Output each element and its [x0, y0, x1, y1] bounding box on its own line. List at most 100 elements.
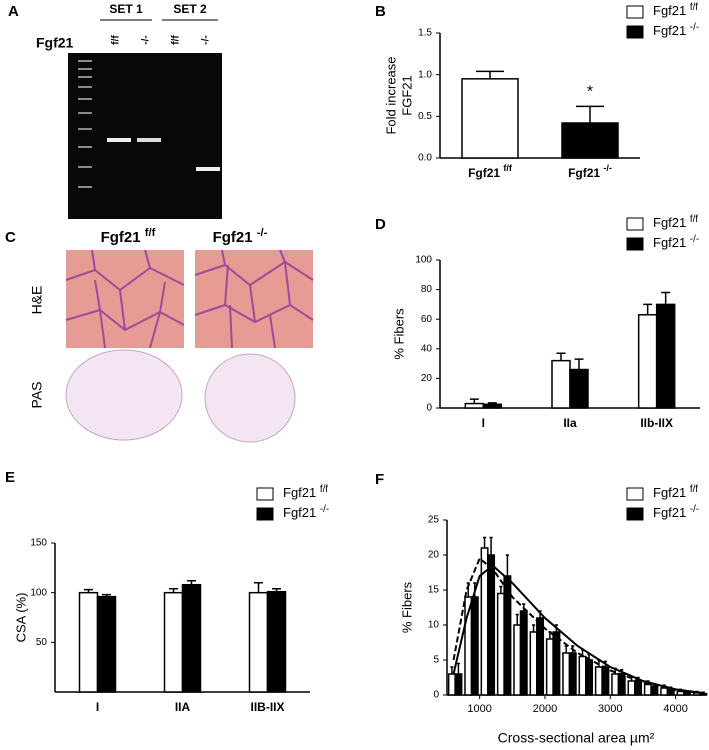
y-tick-label: 10: [428, 620, 440, 631]
error-bar: [476, 70, 504, 79]
fit-line: [452, 556, 702, 694]
y-axis-label: CSA (%): [13, 593, 28, 643]
x-tick-label: 3000: [598, 703, 622, 715]
annotation: *: [587, 84, 593, 101]
x-tick-label: Fgf21 -/-: [568, 163, 612, 180]
panel-label: C: [5, 229, 16, 246]
y-tick-label: 0.5: [418, 111, 432, 122]
legend-swatch: [626, 487, 644, 501]
x-tick-label: 4000: [663, 703, 687, 715]
bar: [627, 680, 636, 696]
bar: [536, 617, 545, 696]
bar: [529, 631, 538, 696]
y-tick-label: 15: [428, 585, 440, 596]
y-tick-label: 25: [428, 515, 440, 526]
bar: [503, 575, 512, 696]
x-tick-label: 2000: [533, 703, 557, 715]
y-tick-label: 100: [30, 587, 47, 598]
x-tick-label: 1000: [467, 703, 491, 715]
legend-swatch: [626, 237, 644, 251]
bar: [470, 596, 479, 696]
bar: [487, 554, 496, 696]
row-label: H&E: [29, 286, 45, 315]
y-tick-label: 1.5: [418, 28, 432, 39]
fit-line: [452, 564, 702, 694]
y-tick-label: 5: [433, 655, 439, 666]
x-tick-label: IIb-IIX: [640, 416, 673, 430]
bar: [461, 78, 519, 159]
legend-label: Fgf21 f/f: [653, 2, 698, 19]
y-tick-label: 40: [421, 343, 433, 354]
legend-swatch: [626, 507, 644, 521]
y-tick-label: 80: [421, 284, 433, 295]
y-tick-label: 20: [421, 373, 433, 384]
error-bar: [469, 398, 479, 404]
bar: [594, 666, 603, 696]
bar: [660, 687, 669, 696]
y-axis-label: FGF21: [399, 75, 414, 115]
error-bar: [482, 536, 487, 548]
legend-label: Fgf21 f/f: [653, 214, 698, 231]
bar: [568, 652, 577, 696]
error-bar: [84, 588, 93, 593]
bar: [637, 314, 658, 409]
bar: [562, 652, 571, 696]
legend-swatch: [256, 507, 274, 521]
y-axis-label: % Fibers: [399, 581, 414, 633]
set-label: SET 2: [173, 2, 207, 16]
lane-label: f/f: [171, 35, 182, 45]
legend-swatch: [626, 217, 644, 231]
bar: [655, 303, 676, 409]
bar: [163, 591, 184, 693]
bar: [585, 659, 594, 696]
legend-swatch: [626, 25, 644, 39]
error-bar: [701, 691, 705, 694]
y-tick-label: 20: [428, 550, 440, 561]
bar: [482, 403, 503, 409]
bar: [578, 655, 587, 696]
error-bar: [661, 291, 671, 305]
set-label: SET 1: [109, 2, 143, 16]
bar: [447, 673, 456, 696]
x-tick-label: IIB-IIX: [250, 700, 284, 714]
error-bar: [102, 593, 111, 597]
bar: [601, 666, 610, 696]
error-bar: [456, 662, 461, 674]
error-bar: [489, 536, 493, 555]
panel-label: D: [375, 216, 386, 233]
lane-label: -/-: [201, 35, 212, 44]
error-bar: [487, 402, 497, 405]
y-tick-label: 0.0: [418, 153, 432, 164]
bar: [617, 673, 626, 696]
bar: [561, 122, 619, 159]
error-bar: [564, 645, 568, 653]
bar: [569, 368, 589, 409]
legend-label: Fgf21 -/-: [653, 234, 699, 251]
panel-label: A: [8, 3, 19, 20]
pas-image: [65, 349, 296, 443]
row-label: PAS: [29, 382, 45, 409]
x-tick-label: Fgf21 f/f: [468, 163, 513, 180]
y-axis-label: % Fibers: [391, 308, 406, 360]
y-tick-label: 150: [30, 538, 47, 549]
bar: [96, 595, 117, 693]
y-tick-label: 0: [426, 403, 432, 414]
legend-label: Fgf21 f/f: [653, 484, 698, 501]
legend-label: Fgf21 -/-: [283, 504, 329, 521]
error-bar: [574, 358, 584, 370]
bar: [181, 583, 202, 693]
legend-label: Fgf21 -/-: [653, 504, 699, 521]
bar: [248, 591, 269, 693]
x-axis-label: Cross-sectional area µm²: [498, 730, 655, 746]
bar: [552, 631, 561, 696]
bar: [650, 685, 659, 696]
column-label: Fgf21 f/f: [101, 227, 156, 246]
bar: [78, 591, 99, 693]
y-tick-label: 50: [36, 637, 48, 648]
bar: [496, 592, 505, 696]
bar: [683, 691, 692, 696]
bar: [643, 683, 652, 696]
error-bar: [531, 624, 536, 632]
lane-label: f/f: [111, 35, 122, 45]
error-bar: [187, 579, 196, 585]
